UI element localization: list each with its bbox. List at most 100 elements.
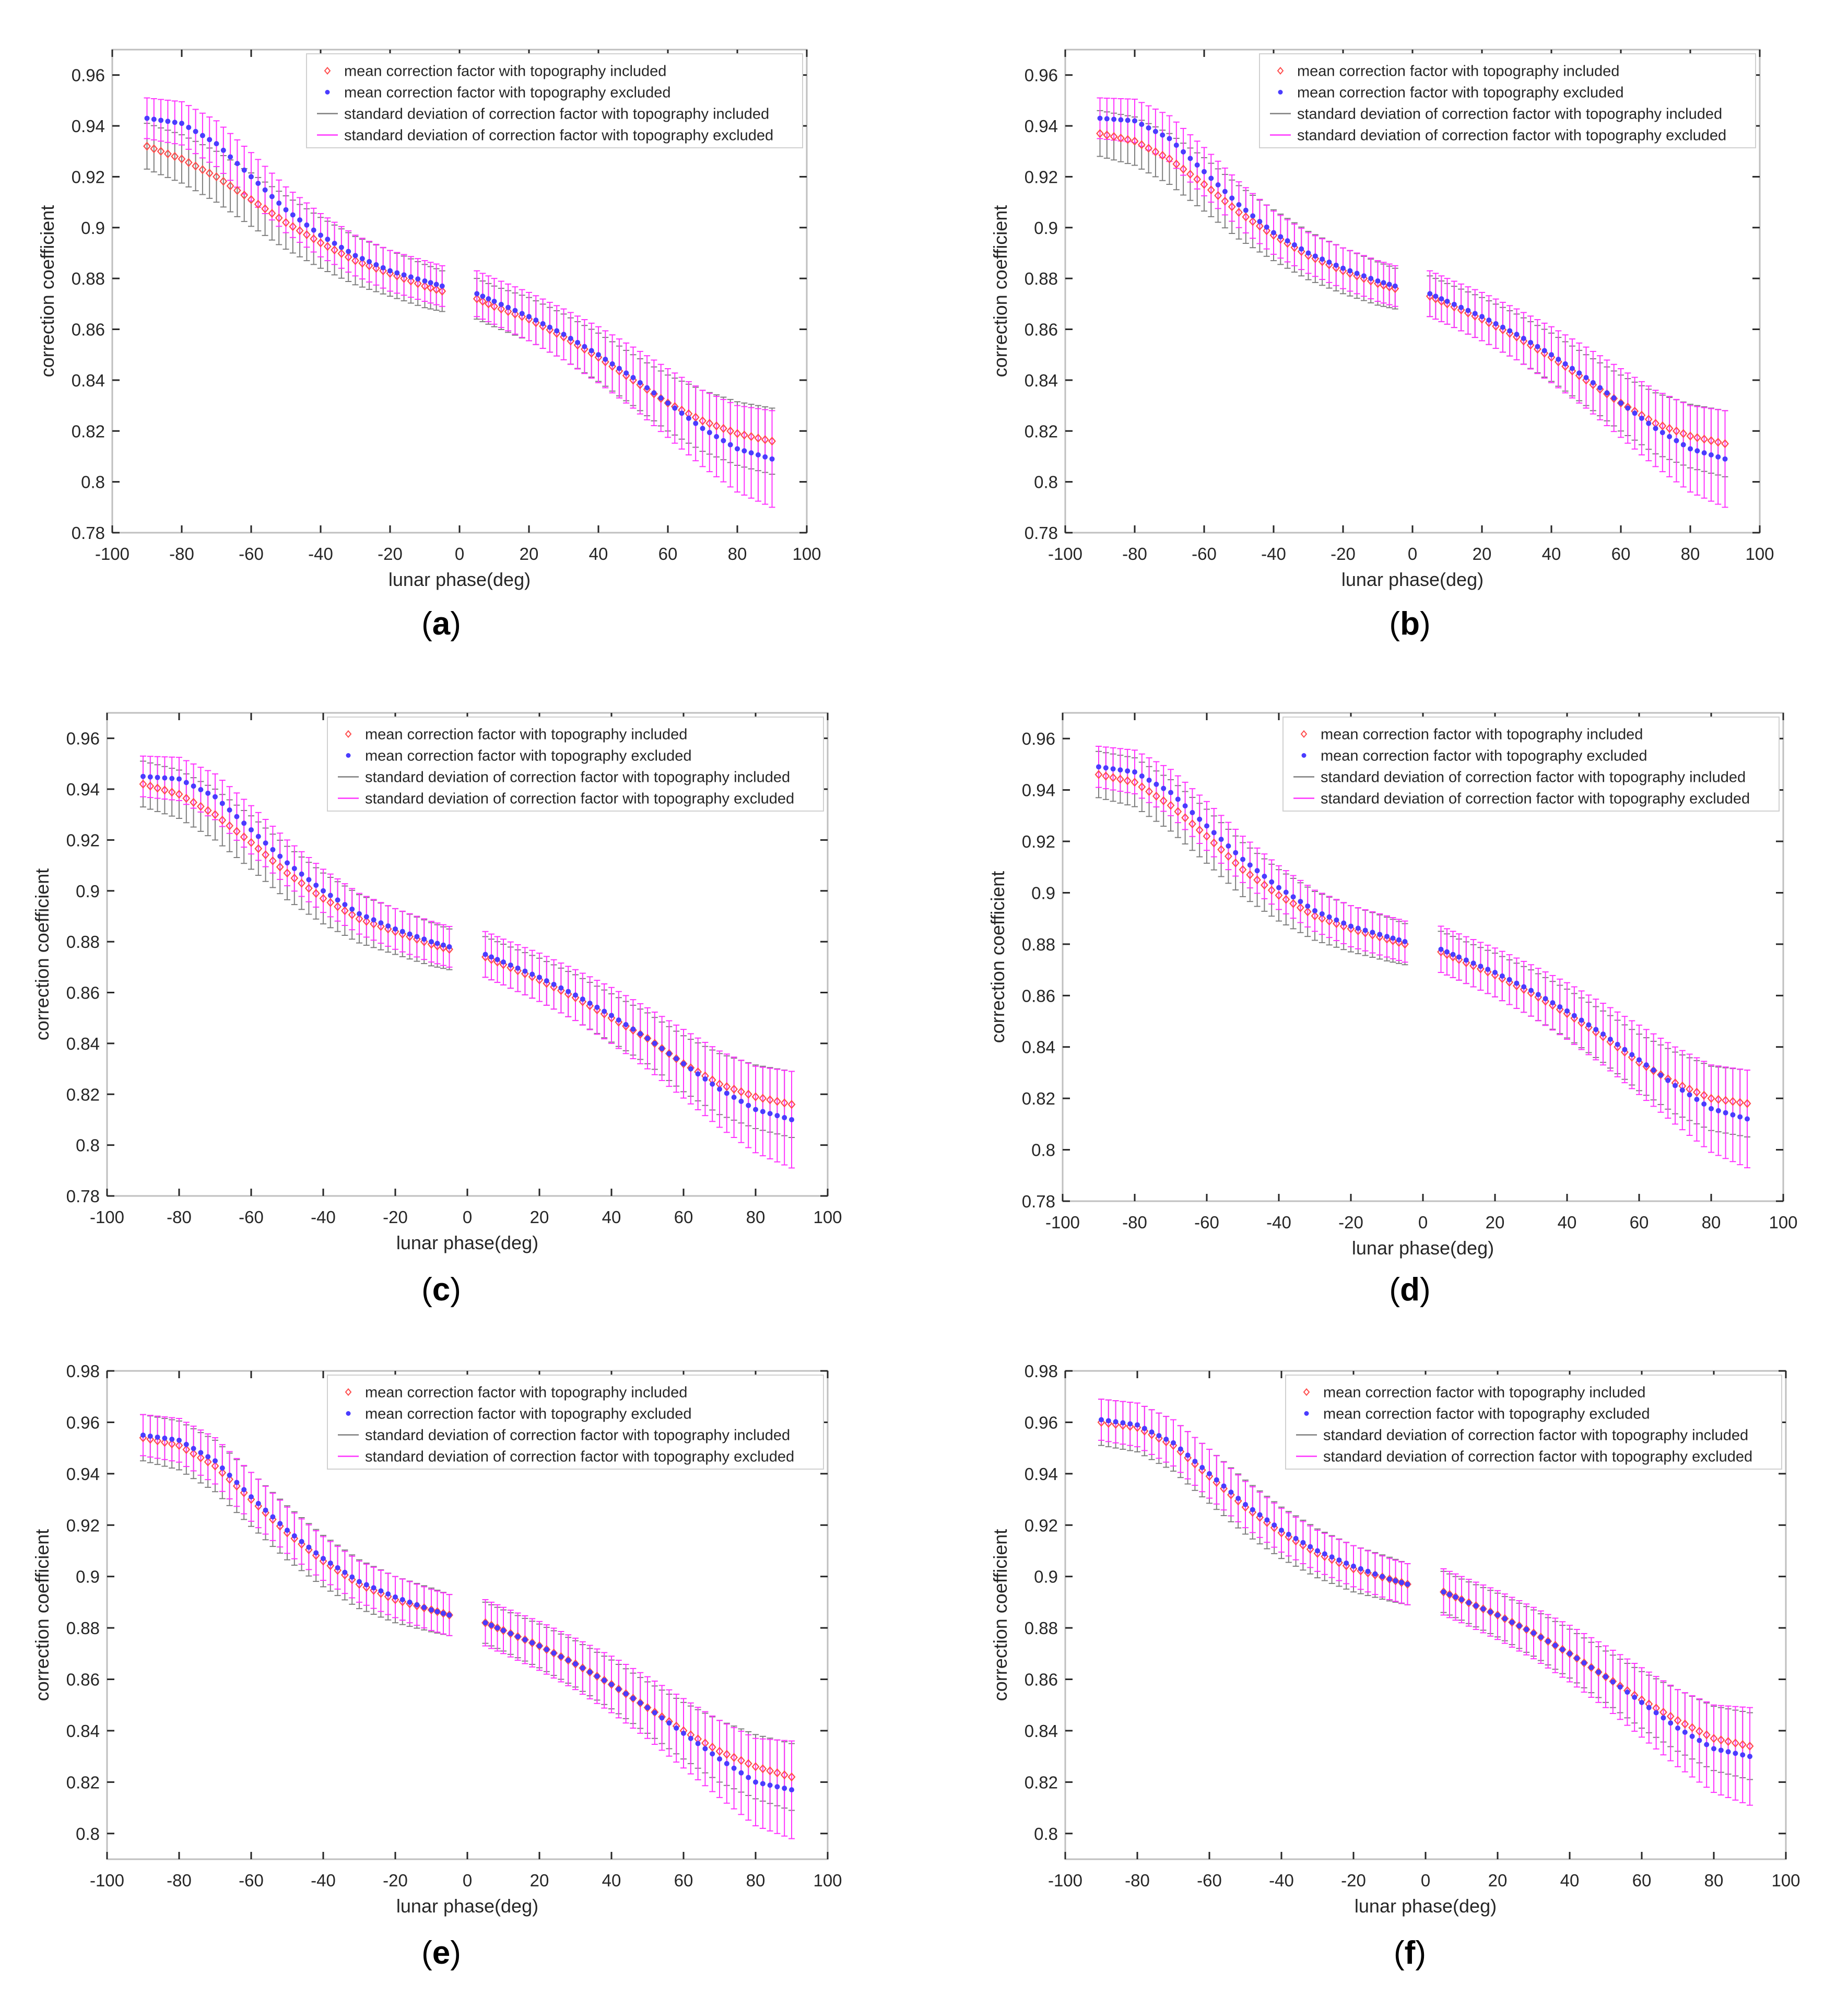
- y-tick-label: 0.9: [1031, 883, 1055, 902]
- point-excluded: [651, 390, 657, 396]
- point-excluded: [568, 336, 573, 342]
- point-excluded: [1450, 952, 1456, 957]
- point-excluded: [1262, 873, 1267, 879]
- point-excluded: [544, 1647, 549, 1652]
- point-excluded: [1607, 1036, 1613, 1042]
- x-tick-label: 20: [520, 544, 539, 564]
- point-included: [1131, 778, 1139, 787]
- point-excluded: [575, 339, 581, 345]
- point-excluded: [393, 1594, 398, 1600]
- point-excluded: [1390, 935, 1396, 941]
- point-excluded: [1500, 324, 1505, 330]
- x-tick-label: 100: [1769, 1213, 1797, 1232]
- point-excluded: [1187, 156, 1193, 161]
- point-included: [484, 299, 492, 309]
- point-included: [1188, 819, 1196, 829]
- point-included: [1145, 787, 1153, 796]
- legend-entry: mean correction factor with topography e…: [344, 85, 670, 101]
- mean-excluded-points: [140, 773, 794, 1122]
- y-tick-label: 0.88: [1022, 935, 1055, 954]
- point-excluded: [1571, 1013, 1577, 1018]
- point-excluded: [767, 1111, 773, 1117]
- point-excluded: [1524, 1627, 1529, 1633]
- point-excluded: [1622, 1047, 1628, 1052]
- point-excluded: [140, 773, 146, 779]
- point-included: [1166, 154, 1173, 164]
- point-excluded: [1269, 879, 1275, 885]
- point-included: [171, 151, 179, 161]
- point-excluded: [717, 1086, 722, 1092]
- legend-marker-included: [1277, 66, 1284, 75]
- y-tick-label: 0.82: [66, 1085, 100, 1104]
- point-excluded: [214, 141, 219, 147]
- point-included: [143, 142, 151, 151]
- point-included: [298, 878, 306, 888]
- point-included: [268, 856, 277, 866]
- point-included: [289, 222, 297, 231]
- point-excluded: [234, 1480, 240, 1485]
- legend-entry: mean correction factor with topography i…: [1321, 726, 1643, 743]
- point-included: [1255, 221, 1264, 231]
- point-included: [1172, 159, 1181, 169]
- point-excluded: [645, 1705, 650, 1710]
- point-included: [344, 252, 352, 262]
- point-excluded: [1514, 332, 1520, 337]
- point-excluded: [1531, 1630, 1536, 1636]
- point-excluded: [387, 268, 393, 274]
- point-excluded: [1344, 1560, 1349, 1566]
- x-tick-label: 100: [792, 544, 821, 564]
- point-included: [705, 418, 714, 428]
- point-excluded: [1478, 964, 1484, 969]
- point-included: [723, 1750, 731, 1759]
- legend: mean correction factor with topography i…: [1259, 53, 1756, 148]
- point-included: [205, 168, 214, 178]
- y-tick-label: 0.82: [1025, 421, 1058, 441]
- point-included: [160, 1438, 169, 1447]
- x-tick-label: -20: [383, 1207, 408, 1227]
- point-excluded: [1305, 250, 1311, 256]
- point-excluded: [1586, 1022, 1592, 1028]
- point-excluded: [746, 1102, 751, 1108]
- point-excluded: [551, 1650, 557, 1656]
- x-tick-label: 60: [1611, 544, 1631, 564]
- legend-marker-included: [1303, 1388, 1310, 1396]
- point-excluded: [299, 1539, 304, 1544]
- point-excluded: [1272, 1522, 1277, 1528]
- x-tick-label: 80: [1702, 1213, 1721, 1232]
- point-excluded: [1347, 268, 1353, 274]
- point-included: [275, 213, 283, 222]
- mean-excluded-points: [1097, 115, 1728, 462]
- legend-marker-excluded: [1301, 753, 1306, 758]
- point-excluded: [428, 280, 433, 286]
- y-tick-label: 0.8: [1034, 473, 1058, 492]
- y-tick-label: 0.88: [66, 1618, 100, 1638]
- panel-label: (c): [421, 1272, 461, 1308]
- point-excluded: [1254, 868, 1260, 874]
- point-excluded: [1387, 1576, 1392, 1582]
- x-tick-label: 20: [1473, 544, 1492, 564]
- point-excluded: [1185, 1452, 1191, 1458]
- point-excluded: [1579, 1017, 1584, 1023]
- y-tick-label: 0.8: [76, 1824, 100, 1844]
- point-excluded: [1495, 1612, 1500, 1618]
- point-included: [232, 1481, 241, 1491]
- point-included: [1200, 180, 1208, 189]
- point-excluded: [1617, 1684, 1623, 1690]
- point-excluded: [306, 1544, 312, 1550]
- point-excluded: [688, 1066, 693, 1072]
- point-excluded: [782, 1786, 787, 1791]
- point-excluded: [1099, 1417, 1104, 1423]
- point-included: [759, 1764, 767, 1774]
- point-excluded: [515, 1634, 521, 1639]
- point-included: [154, 1436, 162, 1446]
- point-included: [240, 832, 248, 842]
- point-included: [331, 245, 339, 255]
- legend-entry: standard deviation of correction factor …: [344, 106, 769, 123]
- point-included: [1231, 858, 1240, 868]
- point-excluded: [373, 262, 379, 267]
- point-excluded: [474, 291, 480, 297]
- legend-entry: standard deviation of correction factor …: [365, 769, 790, 786]
- point-included: [154, 783, 162, 793]
- point-included: [407, 276, 415, 286]
- y-tick-label: 0.92: [66, 1516, 100, 1535]
